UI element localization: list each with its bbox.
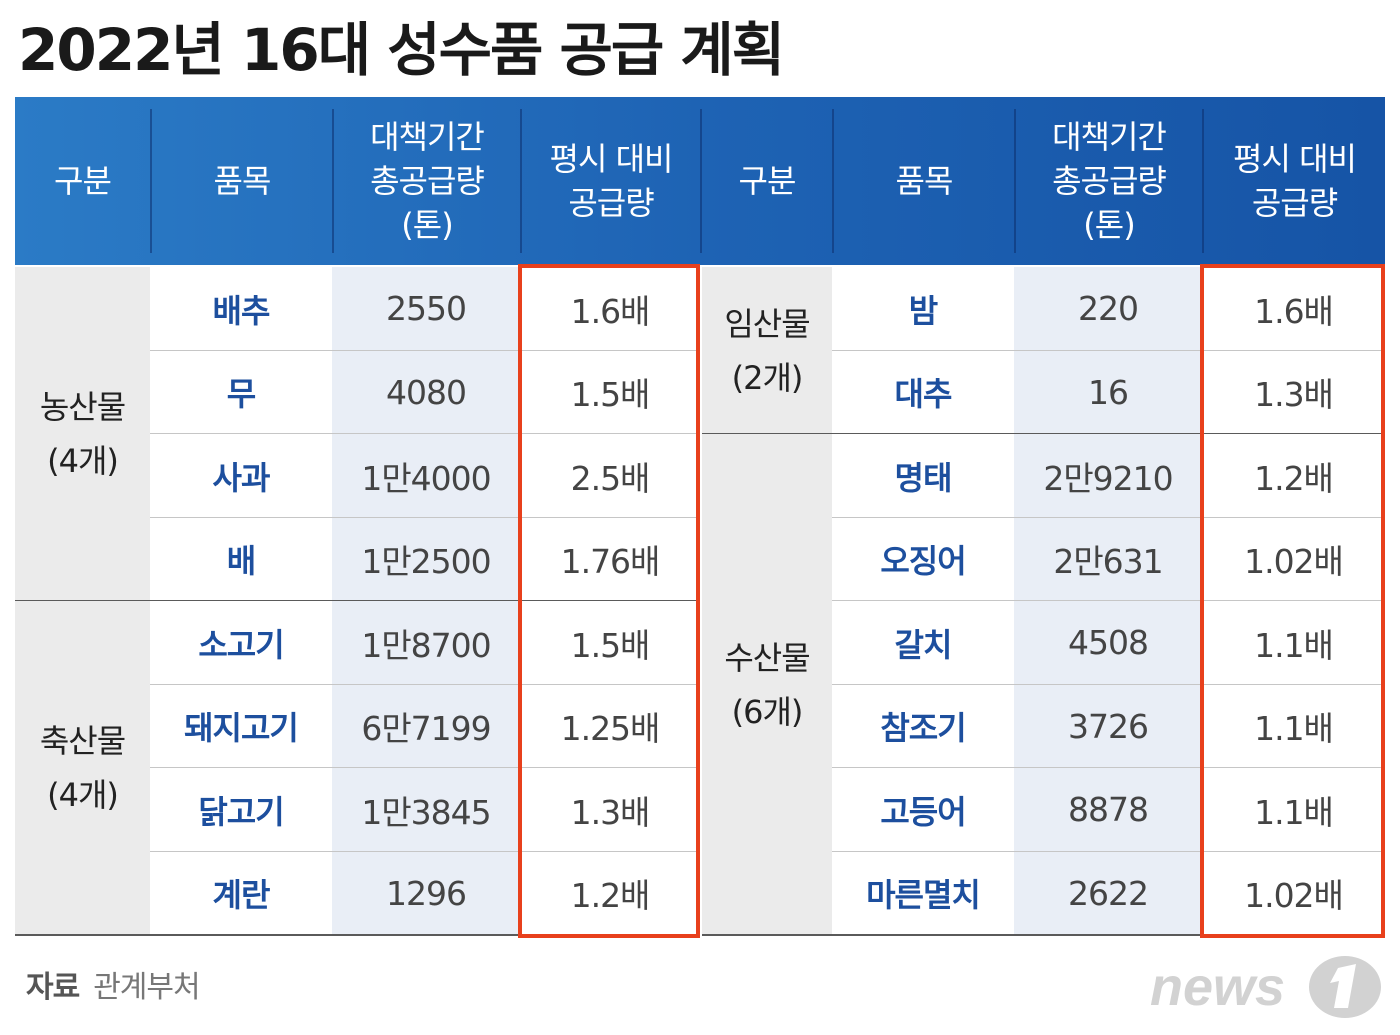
item-name-left: 계란: [150, 851, 332, 935]
item-name-left: 돼지고기: [150, 684, 332, 768]
total-supply-right: 8878: [1014, 768, 1202, 852]
total-supply-right: 16: [1014, 350, 1202, 434]
news1-logo: news: [1150, 956, 1381, 1018]
supply-ratio-left: 1.2배: [520, 851, 700, 935]
total-supply-left: 1만3845: [332, 768, 520, 852]
total-supply-left: 1만4000: [332, 434, 520, 518]
total-supply-right: 2622: [1014, 851, 1202, 935]
supply-ratio-left: 1.6배: [520, 267, 700, 351]
ratio-highlight-left: [518, 264, 700, 938]
source-note: 자료 관계부처: [26, 962, 201, 1006]
item-name-right: 명태: [832, 434, 1014, 518]
supply-ratio-left: 1.5배: [520, 601, 700, 685]
supply-ratio-right: 1.6배: [1202, 267, 1385, 351]
item-name-right: 고등어: [832, 768, 1014, 852]
supply-ratio-left: 1.76배: [520, 517, 700, 601]
header-category-left: 구분: [54, 162, 112, 200]
item-name-left: 소고기: [150, 601, 332, 685]
header-item-left: 품목: [213, 162, 272, 200]
page-title: 2022년 16대 성수품 공급 계획: [18, 16, 785, 84]
supply-ratio-right: 1.1배: [1202, 684, 1385, 768]
header-item-right: 품목: [895, 162, 954, 200]
header-ratio-right: 평시 대비 공급량: [1233, 140, 1357, 222]
item-name-left: 배추: [150, 267, 332, 351]
item-name-right: 오징어: [832, 517, 1014, 601]
item-name-right: 갈치: [832, 601, 1014, 685]
total-supply-left: 2550: [332, 267, 520, 351]
item-name-right: 대추: [832, 350, 1014, 434]
header-total-right: 대책기간 총공급량 (톤): [1052, 118, 1167, 244]
supply-ratio-right: 1.02배: [1202, 851, 1385, 935]
news1-logo-text: news: [1150, 957, 1285, 1017]
category-cell-left: 농산물 (4개): [15, 267, 150, 601]
item-name-left: 배: [150, 517, 332, 601]
total-supply-right: 3726: [1014, 684, 1202, 768]
total-supply-left: 4080: [332, 350, 520, 434]
total-supply-left: 6만7199: [332, 684, 520, 768]
item-name-right: 밤: [832, 267, 1014, 351]
item-name-right: 참조기: [832, 684, 1014, 768]
supply-ratio-left: 1.25배: [520, 684, 700, 768]
source-value: 관계부처: [93, 970, 200, 1005]
supply-ratio-right: 1.1배: [1202, 768, 1385, 852]
header-category-right: 구분: [738, 162, 797, 200]
item-name-left: 사과: [150, 434, 332, 518]
total-supply-right: 2만9210: [1014, 434, 1202, 518]
ratio-highlight-right: [1200, 264, 1385, 938]
group-divider-left: [15, 934, 700, 936]
category-cell-left: 축산물 (4개): [15, 601, 150, 935]
header-total-left: 대책기간 총공급량 (톤): [370, 118, 485, 244]
supply-ratio-right: 1.02배: [1202, 517, 1385, 601]
total-supply-left: 1296: [332, 851, 520, 935]
supply-ratio-left: 2.5배: [520, 434, 700, 518]
group-divider-right: [702, 934, 1385, 936]
category-cell-right: 임산물 (2개): [702, 267, 832, 434]
total-supply-right: 2만631: [1014, 517, 1202, 601]
total-supply-left: 1만2500: [332, 517, 520, 601]
supply-ratio-right: 1.3배: [1202, 350, 1385, 434]
supply-ratio-left: 1.3배: [520, 768, 700, 852]
source-label: 자료: [26, 970, 80, 1005]
total-supply-right: 220: [1014, 267, 1202, 351]
total-supply-right: 4508: [1014, 601, 1202, 685]
total-supply-left: 1만8700: [332, 601, 520, 685]
header-ratio-left: 평시 대비 공급량: [549, 140, 674, 222]
supply-ratio-left: 1.5배: [520, 350, 700, 434]
item-name-right: 마른멸치: [832, 851, 1014, 935]
item-name-left: 무: [150, 350, 332, 434]
category-cell-right: 수산물 (6개): [702, 434, 832, 935]
table-header: 구분 품목 대책기간 총공급량 (톤) 평시 대비 공급량 구분 품목 대책기간…: [15, 97, 1385, 265]
supply-ratio-right: 1.2배: [1202, 434, 1385, 518]
supply-ratio-right: 1.1배: [1202, 601, 1385, 685]
item-name-left: 닭고기: [150, 768, 332, 852]
